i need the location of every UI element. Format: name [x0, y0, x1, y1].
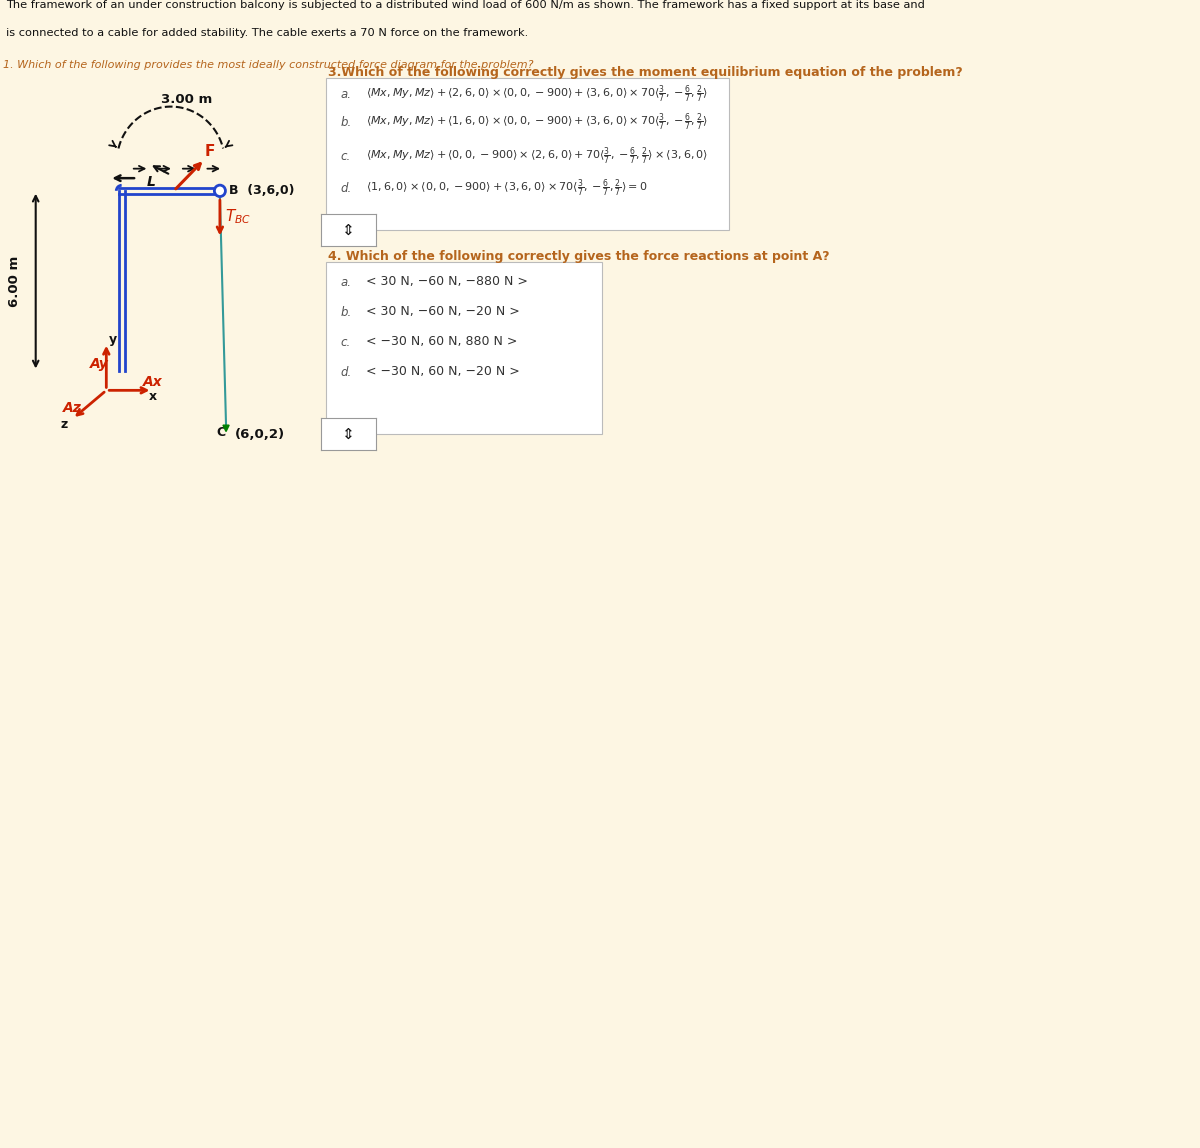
Text: is connected to a cable for added stability. The cable exerts a 70 N force on th: is connected to a cable for added stabil… — [6, 28, 528, 38]
Text: < 30 N, −60 N, −880 N >: < 30 N, −60 N, −880 N > — [366, 276, 528, 288]
Text: d.: d. — [341, 365, 352, 379]
Polygon shape — [223, 425, 229, 432]
Text: x: x — [149, 390, 157, 403]
Text: d.: d. — [341, 181, 352, 194]
Text: c.: c. — [341, 335, 350, 349]
Text: The framework of an under construction balcony is subjected to a distributed win: The framework of an under construction b… — [6, 0, 925, 10]
Text: a.: a. — [341, 87, 352, 101]
Text: y: y — [109, 333, 116, 346]
Text: 6.00 m: 6.00 m — [7, 256, 20, 307]
Text: $\langle Mx,My,Mz\rangle +\langle 2,6,0\rangle\times\langle 0,0,-900\rangle +\la: $\langle Mx,My,Mz\rangle +\langle 2,6,0\… — [366, 84, 708, 104]
Text: B  (3,6,0): B (3,6,0) — [229, 185, 295, 197]
Text: 3.Which of the following correctly gives the moment equilibrium equation of the : 3.Which of the following correctly gives… — [328, 65, 962, 79]
Text: b.: b. — [341, 116, 352, 129]
Text: a.: a. — [341, 276, 352, 288]
Text: 4. Which of the following correctly gives the force reactions at point A?: 4. Which of the following correctly give… — [328, 250, 829, 263]
Text: $\langle 1,6,0\rangle\times\langle 0,0,-900\rangle +\langle 3,6,0\rangle\times 7: $\langle 1,6,0\rangle\times\langle 0,0,-… — [366, 177, 648, 199]
Text: $\langle Mx,My,Mz\rangle +\langle 0,0,-900\rangle\times\langle 2,6,0\rangle +70\: $\langle Mx,My,Mz\rangle +\langle 0,0,-9… — [366, 146, 708, 166]
Text: ⇕: ⇕ — [342, 426, 355, 442]
Text: 1. Which of the following provides the most ideally constructed force diagram fo: 1. Which of the following provides the m… — [4, 60, 534, 70]
Circle shape — [215, 185, 226, 196]
Text: ⇕: ⇕ — [342, 223, 355, 238]
FancyBboxPatch shape — [325, 78, 730, 230]
Text: Az: Az — [64, 402, 83, 416]
Text: Ax: Ax — [143, 374, 163, 388]
Text: c.: c. — [341, 149, 350, 163]
FancyBboxPatch shape — [325, 262, 602, 434]
Text: $\langle Mx,My,Mz\rangle +\langle 1,6,0\rangle\times\langle 0,0,-900\rangle +\la: $\langle Mx,My,Mz\rangle +\langle 1,6,0\… — [366, 111, 708, 133]
Text: b.: b. — [341, 305, 352, 318]
Text: (6,0,2): (6,0,2) — [235, 428, 286, 441]
Text: L: L — [146, 176, 155, 189]
Text: $T_{BC}$: $T_{BC}$ — [226, 207, 252, 226]
Text: < −30 N, 60 N, −20 N >: < −30 N, 60 N, −20 N > — [366, 365, 520, 379]
Text: F: F — [204, 144, 215, 160]
Text: C: C — [217, 426, 226, 440]
Text: 3.00 m: 3.00 m — [161, 93, 211, 107]
Text: Ay: Ay — [90, 357, 108, 371]
Text: < 30 N, −60 N, −20 N >: < 30 N, −60 N, −20 N > — [366, 305, 520, 318]
Text: z: z — [60, 418, 67, 432]
Text: < −30 N, 60 N, 880 N >: < −30 N, 60 N, 880 N > — [366, 335, 517, 349]
